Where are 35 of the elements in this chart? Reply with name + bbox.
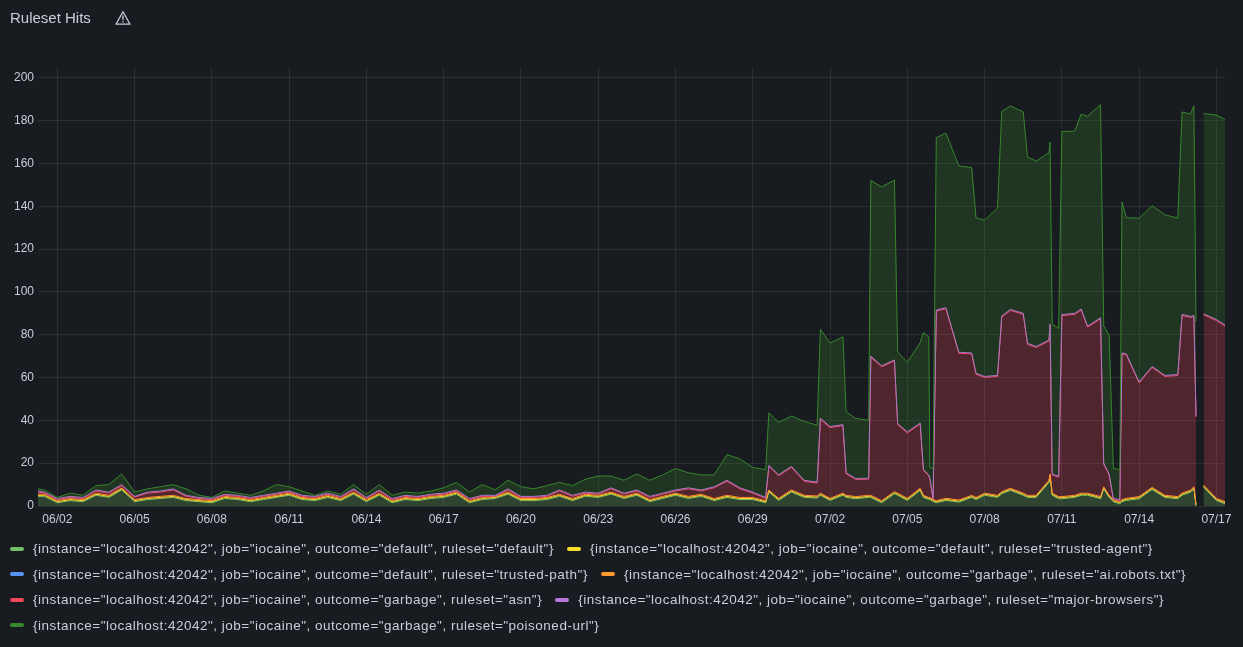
x-tick-label: 07/17 xyxy=(1201,511,1232,526)
x-tick-label: 06/23 xyxy=(583,511,614,526)
y-tick-label: 80 xyxy=(20,327,35,341)
x-tick-label: 06/29 xyxy=(737,511,769,526)
legend-label: {instance="localhost:42042", job="iocaine", outcome="garbage", ruleset="asn"} xyxy=(33,592,543,608)
y-tick-label: 40 xyxy=(20,412,35,427)
y-tick-label: 20 xyxy=(20,455,35,470)
legend-label: {instance="localhost:42042", job="iocaine", outcome="default", ruleset="default"} xyxy=(33,541,554,556)
y-tick-label: 200 xyxy=(13,70,35,85)
x-tick-label: 07/05 xyxy=(892,511,923,526)
x-tick-label: 07/14 xyxy=(1124,511,1155,526)
x-tick-label: 06/20 xyxy=(505,511,537,526)
chart-title: Ruleset Hits xyxy=(10,8,91,28)
legend-label: {instance="localhost:42042", job="iocaine", outcome="default", ruleset="trusted-agent"} xyxy=(589,541,1153,556)
legend-label: {instance="localhost:42042", job="iocaine", outcome="default", ruleset="trusted-path"} xyxy=(33,566,588,582)
x-tick-label: 06/17 xyxy=(428,511,460,526)
y-tick-label: 160 xyxy=(13,155,35,170)
y-tick-label: 0 xyxy=(27,498,35,513)
x-tick-label: 06/08 xyxy=(196,511,228,526)
legend-label: {instance="localhost:42042", job="iocaine", outcome="garbage", ruleset="ai.robots.txt"} xyxy=(623,566,1187,582)
x-tick-label: 06/26 xyxy=(660,511,691,526)
x-tick-label: 06/11 xyxy=(274,511,305,526)
y-tick-label: 120 xyxy=(13,241,35,256)
y-tick-label: 180 xyxy=(13,112,35,127)
x-tick-label: 07/11 xyxy=(1047,511,1077,526)
x-tick-label: 06/05 xyxy=(119,511,150,526)
legend-label: {instance="localhost:42042", job="iocaine", outcome="garbage", ruleset="poisoned-url"} xyxy=(33,617,600,633)
x-tick-label: 07/08 xyxy=(969,511,1000,526)
legend-label: {instance="localhost:42042", job="iocaine", outcome="garbage", ruleset="major-browsers"} xyxy=(578,592,1165,608)
x-tick-label: 06/02 xyxy=(42,511,73,526)
y-tick-label: 100 xyxy=(13,284,35,299)
x-tick-label: 07/02 xyxy=(815,511,846,526)
x-tick-label: 06/14 xyxy=(351,511,382,526)
y-tick-label: 140 xyxy=(13,198,35,213)
y-tick-label: 60 xyxy=(20,369,35,384)
